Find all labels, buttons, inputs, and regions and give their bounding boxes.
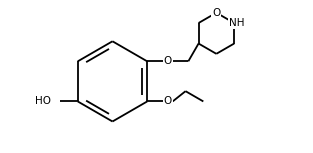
Text: O: O — [212, 8, 220, 18]
Text: O: O — [164, 96, 172, 106]
Text: NH: NH — [229, 18, 244, 28]
Text: HO: HO — [35, 96, 51, 106]
Text: O: O — [164, 56, 172, 66]
